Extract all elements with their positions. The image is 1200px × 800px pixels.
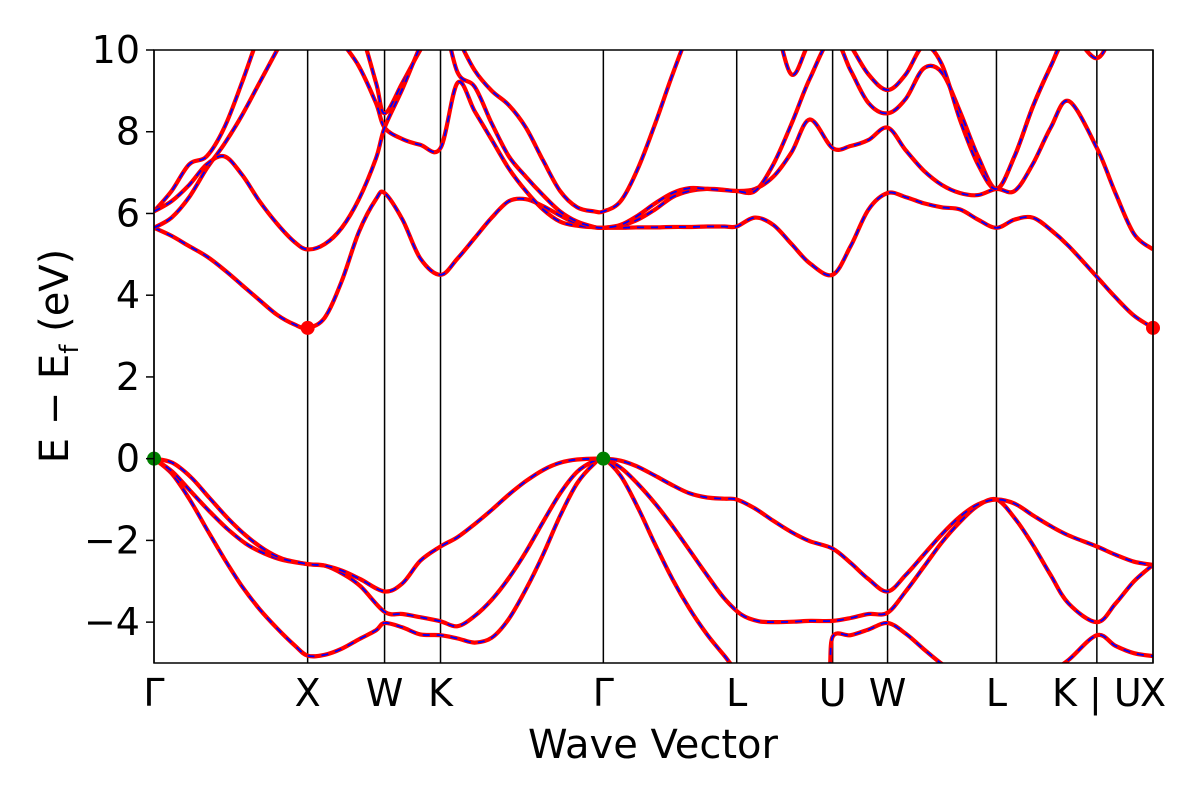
x-tick-label-5: L [726,671,747,715]
x-tick-label-6: U [819,671,847,715]
y-tick-label-2: 6 [116,191,140,235]
y-axis-label-unit: (eV) [32,249,78,345]
x-tick-label-7: W [869,671,907,715]
y-tick-label-1: 8 [116,110,140,154]
x-tick-label-0: Γ [143,671,164,715]
y-axis-label: E − Ef (eV) [32,249,85,464]
band-7-dashed [154,50,1106,251]
x-tick-label-10: X [1140,671,1166,715]
band-1 [154,455,1153,663]
y-tick-label-5: 0 [116,437,140,481]
y-tick-label-6: −2 [84,518,140,562]
cbm-marker-0 [300,320,315,335]
band-4-dashed [154,190,1153,330]
y-axis-ticks: 10 8 6 4 2 0 −2 −4 [84,28,154,644]
plot-background [154,50,1153,663]
x-axis-label: Wave Vector [528,722,779,768]
bands-group [154,50,1153,663]
x-tick-label-1: X [295,671,321,715]
band-5-dashed [154,50,1153,251]
x-tick-label-8: L [986,671,1007,715]
y-tick-label-0: 10 [92,28,140,72]
extrema-markers [147,320,1160,466]
y-tick-label-4: 2 [116,355,140,399]
band-6-dashed [154,50,1060,229]
x-tick-label-3: K [428,671,454,715]
y-tick-label-3: 4 [116,273,140,317]
vbm-marker-1 [596,451,611,466]
y-axis-label-main: E − E [32,354,78,464]
y-tick-label-7: −4 [84,600,140,644]
x-tick-label-2: W [366,671,404,715]
x-tick-label-9: K | U [1052,671,1142,716]
y-axis-label-sub: f [55,344,85,354]
plot-frame [153,49,1154,664]
band-3-dashed [154,457,1153,593]
x-tick-label-4: Γ [593,671,614,715]
